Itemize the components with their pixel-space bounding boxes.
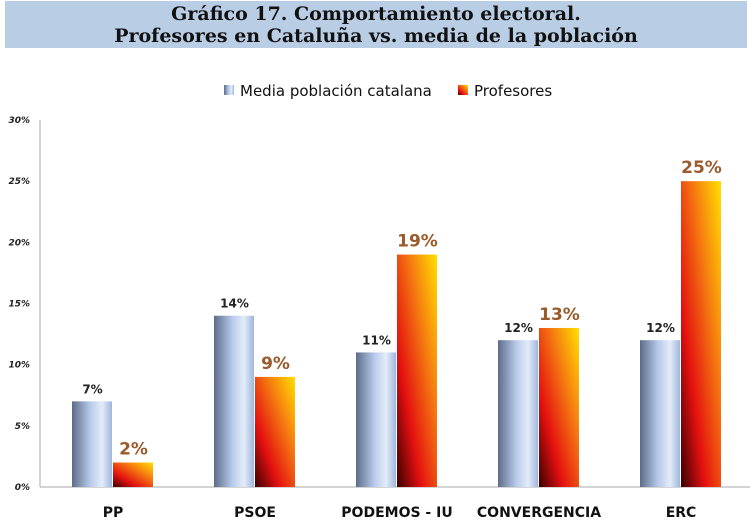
legend: Media población catalana Profesores [224,82,552,100]
legend-swatch-profesores [458,85,468,95]
data-label-profesores: 25% [681,158,722,178]
x-tick-label: PP [103,505,124,521]
bar-profesores [681,181,721,487]
y-tick-label: 5% [15,422,30,432]
data-label-media: 11% [362,333,391,347]
title-line-1: Gráfico 17. Comportamiento electoral. [171,3,581,25]
x-tick-label: PSOE [234,505,276,521]
legend-label-media: Media población catalana [240,82,432,100]
bar-media [72,401,112,487]
y-tick-label: 30% [8,116,30,126]
y-tick-label: 25% [8,177,30,187]
y-tick-label: 0% [15,483,30,493]
y-tick-label: 20% [8,238,30,248]
bar-profesores [255,376,295,487]
x-tick-label: PODEMOS - IU [341,505,452,521]
data-label-profesores: 13% [539,305,580,325]
data-label-media: 7% [82,382,102,396]
data-label-media: 14% [220,297,249,311]
data-label-profesores: 19% [397,232,438,252]
data-label-profesores: 2% [119,440,148,460]
legend-swatch-media [224,85,234,95]
bar-profesores [539,327,579,487]
bar-media [640,340,680,487]
data-label-profesores: 9% [261,354,290,374]
x-tick-label: CONVERGENCIA [477,505,601,521]
y-tick-label: 15% [8,300,30,310]
y-tick-label: 10% [8,361,30,371]
title-line-2: Profesores en Cataluña vs. media de la p… [114,25,638,47]
legend-label-profesores: Profesores [474,82,552,100]
bar-profesores [113,462,153,487]
data-label-media: 12% [504,321,533,335]
bar-media [356,352,396,487]
x-tick-label: ERC [666,505,697,521]
bar-profesores [397,254,437,487]
bar-media [498,340,538,487]
chart-title: Gráfico 17. Comportamiento electoral. Pr… [5,1,747,48]
data-label-media: 12% [646,321,675,335]
bar-media [214,315,254,487]
